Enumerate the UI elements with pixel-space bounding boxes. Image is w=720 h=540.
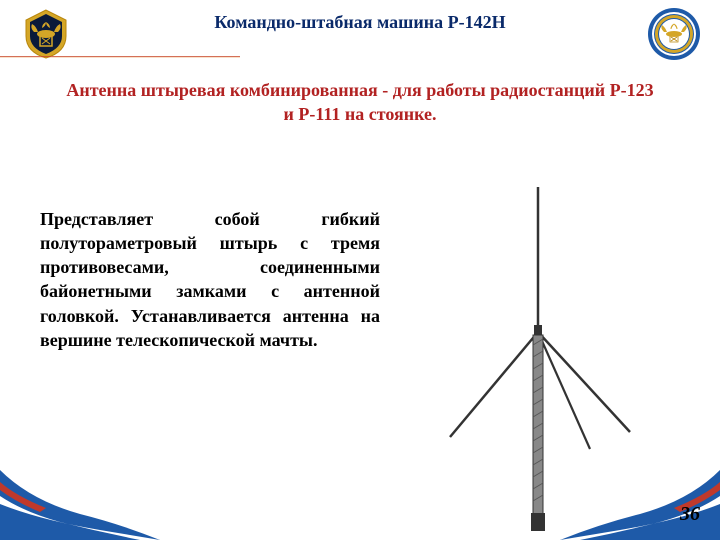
page-number: 36 [680,503,700,526]
page-title: Командно-штабная машина Р-142Н [0,0,720,33]
emblem-right [646,6,702,62]
header-divider [0,56,240,58]
subtitle: Антенна штыревая комбинированная - для р… [0,78,720,127]
corner-bottom-left [0,470,160,540]
emblem-left [18,6,74,62]
